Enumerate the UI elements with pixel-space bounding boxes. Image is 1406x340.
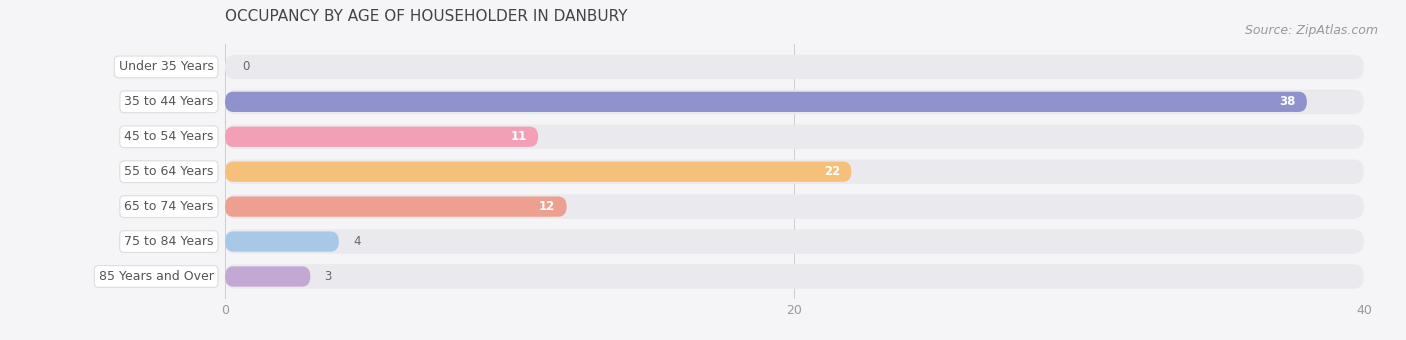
FancyBboxPatch shape — [225, 197, 567, 217]
Text: Source: ZipAtlas.com: Source: ZipAtlas.com — [1244, 24, 1378, 37]
FancyBboxPatch shape — [225, 230, 1364, 254]
FancyBboxPatch shape — [225, 159, 1364, 184]
Text: 65 to 74 Years: 65 to 74 Years — [124, 200, 214, 213]
FancyBboxPatch shape — [225, 162, 852, 182]
Text: 11: 11 — [510, 130, 527, 143]
Text: 22: 22 — [824, 165, 839, 178]
Text: 35 to 44 Years: 35 to 44 Years — [124, 95, 214, 108]
FancyBboxPatch shape — [225, 124, 1364, 149]
FancyBboxPatch shape — [225, 194, 1364, 219]
Text: 55 to 64 Years: 55 to 64 Years — [124, 165, 214, 178]
FancyBboxPatch shape — [225, 90, 1364, 114]
Text: 75 to 84 Years: 75 to 84 Years — [124, 235, 214, 248]
FancyBboxPatch shape — [225, 92, 1308, 112]
FancyBboxPatch shape — [225, 266, 311, 287]
Text: 0: 0 — [242, 61, 249, 73]
Text: 12: 12 — [538, 200, 555, 213]
Text: 45 to 54 Years: 45 to 54 Years — [124, 130, 214, 143]
Text: 4: 4 — [353, 235, 360, 248]
Text: Under 35 Years: Under 35 Years — [118, 61, 214, 73]
Text: 38: 38 — [1279, 95, 1295, 108]
Text: OCCUPANCY BY AGE OF HOUSEHOLDER IN DANBURY: OCCUPANCY BY AGE OF HOUSEHOLDER IN DANBU… — [225, 9, 627, 24]
Text: 3: 3 — [325, 270, 332, 283]
FancyBboxPatch shape — [225, 126, 538, 147]
FancyBboxPatch shape — [225, 55, 1364, 79]
FancyBboxPatch shape — [225, 232, 339, 252]
FancyBboxPatch shape — [225, 264, 1364, 289]
Text: 85 Years and Over: 85 Years and Over — [98, 270, 214, 283]
